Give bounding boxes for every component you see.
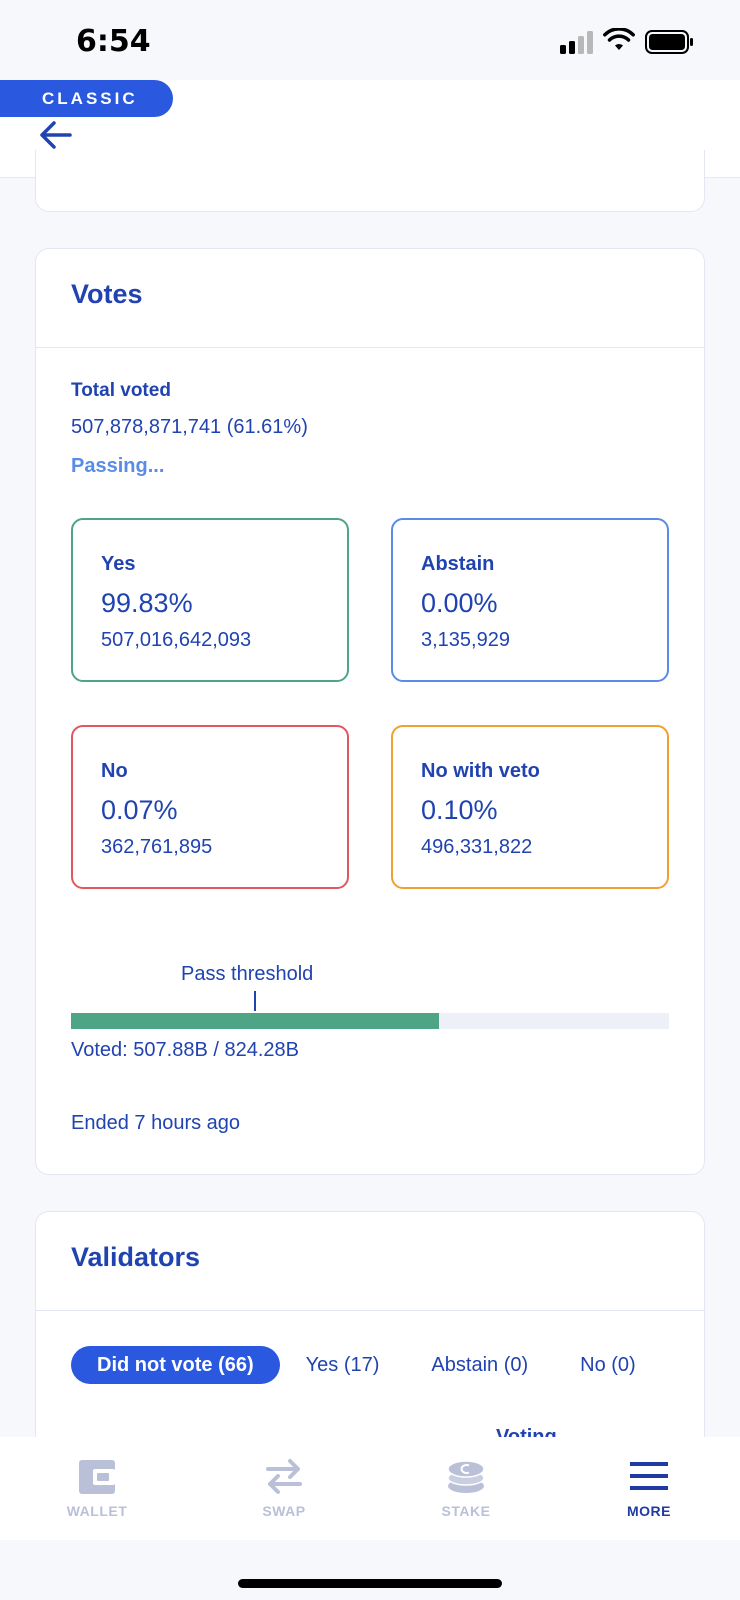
home-indicator[interactable] [238, 1579, 502, 1588]
vote-option-amount: 496,331,822 [421, 836, 533, 858]
tab-wallet[interactable]: WALLET [37, 1437, 157, 1540]
vote-option-percent: 0.07% [101, 795, 178, 825]
filter-did-not-vote[interactable]: Did not vote (66) [71, 1346, 280, 1384]
voted-progress-fill [71, 1013, 440, 1029]
wifi-icon [603, 28, 635, 50]
divider [36, 347, 704, 348]
pass-threshold-marker [254, 991, 256, 1011]
menu-icon [630, 1462, 668, 1490]
votes-title: Votes [71, 279, 143, 309]
validator-filter-tabs: Did not vote (66) Yes (17) Abstain (0) No (… [71, 1346, 661, 1384]
safe-area-bottom [0, 1540, 740, 1600]
vote-status: Passing... [71, 455, 165, 477]
status-bar: 6:54 [0, 0, 740, 80]
total-voted-value: 507,878,871,741 (61.61%) [71, 416, 308, 438]
cellular-signal-icon [560, 30, 596, 54]
pass-threshold-label: Pass threshold [181, 963, 314, 985]
tab-label: STAKE [441, 1503, 491, 1519]
vote-option-percent: 0.00% [421, 588, 498, 618]
classic-badge: CLASSIC [0, 80, 173, 117]
tab-more[interactable]: MORE [589, 1437, 709, 1540]
bottom-tab-bar: WALLET SWAP STAKE MORE [0, 1437, 740, 1540]
vote-option-no-with-veto[interactable]: No with veto 0.10% 496,331,822 [391, 725, 669, 889]
vote-option-amount: 362,761,895 [101, 836, 213, 858]
filter-abstain[interactable]: Abstain (0) [431, 1354, 529, 1376]
tab-label: SWAP [262, 1503, 306, 1519]
vote-option-label: No [101, 760, 128, 782]
tab-stake[interactable]: STAKE [406, 1437, 526, 1540]
battery-icon [645, 30, 693, 54]
filter-no[interactable]: No (0) [580, 1354, 636, 1376]
vote-option-no[interactable]: No 0.07% 362,761,895 [71, 725, 349, 889]
vote-option-percent: 0.10% [421, 795, 498, 825]
vote-option-label: No with veto [421, 760, 540, 782]
validators-title: Validators [71, 1242, 201, 1272]
swap-icon [266, 1459, 302, 1494]
votes-card: Votes Total voted 507,878,871,741 (61.61… [35, 248, 705, 1175]
tab-swap[interactable]: SWAP [224, 1437, 344, 1540]
divider [36, 1310, 704, 1311]
vote-option-percent: 99.83% [101, 588, 193, 618]
tab-label: MORE [627, 1503, 671, 1519]
voted-progress-bar [71, 1013, 669, 1029]
vote-option-abstain[interactable]: Abstain 0.00% 3,135,929 [391, 518, 669, 682]
vote-option-yes[interactable]: Yes 99.83% 507,016,642,093 [71, 518, 349, 682]
vote-option-amount: 507,016,642,093 [101, 629, 252, 651]
voted-amount-text: Voted: 507.88B / 824.28B [71, 1039, 299, 1061]
previous-card [35, 150, 705, 212]
status-time: 6:54 [76, 24, 151, 59]
vote-option-amount: 3,135,929 [421, 629, 510, 651]
wallet-icon [79, 1460, 115, 1494]
back-arrow-icon[interactable] [38, 118, 74, 152]
tab-label: WALLET [66, 1503, 128, 1519]
stake-icon [447, 1460, 485, 1493]
filter-yes[interactable]: Yes (17) [305, 1354, 380, 1376]
vote-option-label: Yes [101, 553, 136, 575]
vote-option-label: Abstain [421, 553, 495, 575]
total-voted-label: Total voted [71, 380, 171, 401]
ended-time-text: Ended 7 hours ago [71, 1112, 241, 1134]
